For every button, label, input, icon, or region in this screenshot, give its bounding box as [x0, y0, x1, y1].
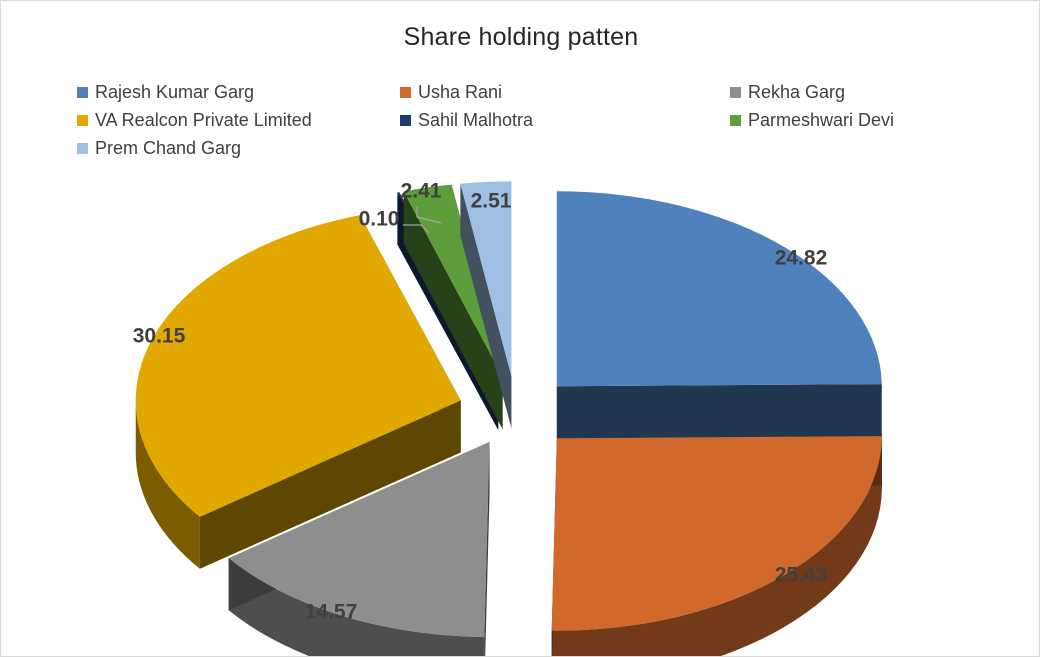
- leader-line-1: [416, 207, 442, 224]
- pie-slice-2: [228, 441, 490, 656]
- legend-label: Sahil Malhotra: [418, 109, 534, 130]
- pie-slice-1: [551, 433, 882, 656]
- pie-slice-top: [135, 215, 461, 517]
- legend-item-0: Rajesh Kumar Garg: [77, 81, 254, 103]
- legend-item-1: Usha Rani: [400, 81, 502, 103]
- legend-item-4: Sahil Malhotra: [400, 109, 533, 131]
- pie-slice-face: [199, 400, 461, 569]
- legend-label: Prem Chand Garg: [95, 137, 242, 158]
- legend-label: Parmeshwari Devi: [748, 109, 895, 130]
- data-label-3: 30.15: [133, 325, 186, 348]
- pie-slice-face: [403, 191, 503, 430]
- legend-item-2: Rekha Garg: [730, 81, 845, 103]
- legend-item-6: Prem Chand Garg: [77, 137, 241, 159]
- legend-label: VA Realcon Private Limited: [95, 109, 312, 130]
- legend-swatch: [77, 86, 88, 98]
- legend-swatch: [730, 86, 741, 98]
- legend-swatch: [730, 114, 741, 126]
- legend-label: Rekha Garg: [748, 81, 846, 102]
- data-label-1: 25.43: [775, 564, 828, 587]
- pie-slice-face: [460, 183, 512, 429]
- pie-slice-top: [460, 181, 512, 377]
- pie-slice-6: [460, 181, 512, 429]
- legend-swatch: [77, 142, 88, 154]
- legend-swatch: [77, 114, 88, 126]
- legend-item-3: VA Realcon Private Limited: [77, 109, 312, 131]
- chart-title: Share holding patten: [403, 23, 639, 51]
- pie-slice-face: [556, 384, 882, 439]
- pie-slice-3: [135, 215, 461, 569]
- legend-item-5: Parmeshwari Devi: [730, 109, 894, 131]
- pie-slice-face: [484, 441, 490, 656]
- pie-slice-top: [551, 433, 882, 631]
- data-label-2: 14.57: [305, 601, 358, 624]
- legend-label: Usha Rani: [418, 81, 503, 102]
- legend-swatch: [400, 86, 411, 98]
- data-label-5: 2.41: [401, 180, 442, 203]
- pie-slice-side: [228, 558, 485, 656]
- legend-label: Rajesh Kumar Garg: [95, 81, 255, 102]
- pie-slice-top: [556, 191, 882, 387]
- pie-slice-side: [551, 435, 882, 656]
- leader-line-0: [403, 224, 430, 234]
- pie-slice-top: [228, 441, 490, 637]
- pie-slice-0: [556, 191, 882, 439]
- data-label-6: 2.51: [471, 190, 512, 213]
- data-label-0: 24.82: [775, 247, 828, 270]
- pie-slice-side: [135, 400, 200, 569]
- data-label-4: 0.10: [359, 208, 400, 231]
- legend-swatch: [400, 114, 411, 126]
